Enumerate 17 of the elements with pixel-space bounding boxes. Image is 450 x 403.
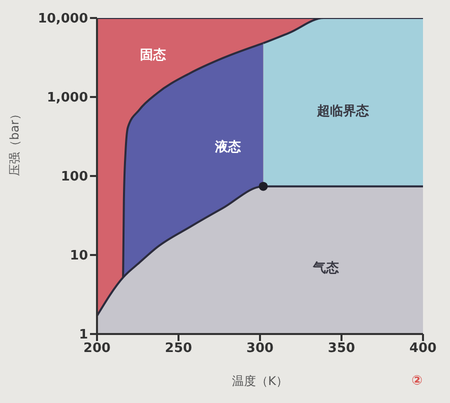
x-tick-label: 250 [164, 341, 192, 356]
text: ② [411, 374, 423, 388]
y-tick-label: 100 [60, 170, 88, 185]
y-tick-label: 10,000 [38, 12, 88, 27]
x-axis-title: 温度（K） [232, 374, 288, 388]
y-tick-label: 1,000 [46, 90, 88, 106]
annotation: 气态 [313, 260, 339, 277]
annotation: 超临界态 [317, 103, 369, 120]
x-tick-label: 400 [409, 341, 437, 356]
x-tick-label: 300 [246, 341, 274, 356]
x-tick-label: 200 [83, 341, 111, 356]
annotation: 固态 [140, 47, 166, 64]
y-tick-label: 1 [78, 328, 88, 343]
y-axis-title: 压强（bar） [7, 108, 22, 176]
annotation: 液态 [215, 138, 241, 156]
x-tick-label: 350 [328, 341, 356, 356]
y-tick-label: 10 [70, 248, 88, 264]
